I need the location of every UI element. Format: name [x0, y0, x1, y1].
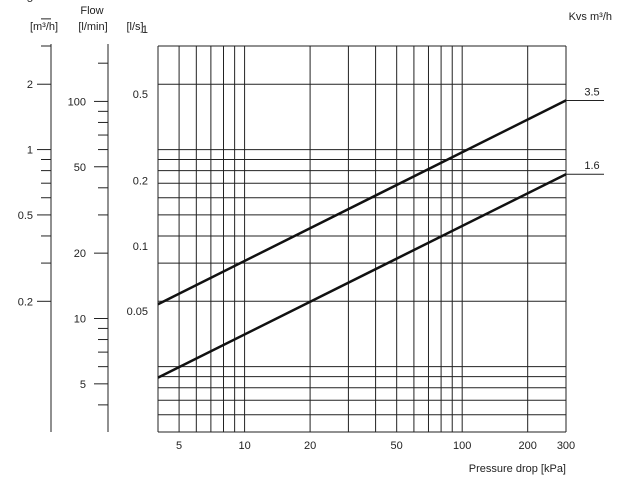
x-tick-label: 20 [304, 440, 316, 452]
x-tick-label: 10 [238, 440, 250, 452]
flow-heading: Flow [80, 5, 103, 17]
axis-tick-label: 0.05 [127, 306, 148, 318]
x-tick-label: 50 [391, 440, 403, 452]
flow-axis: [m³/h]0.20.512510 [18, 0, 58, 432]
axis-tick-label: 0.1 [133, 241, 148, 253]
x-tick-label: 100 [453, 440, 471, 452]
axis-tick-label: 0.2 [133, 176, 148, 188]
kvs-value-label: 1.6 [584, 160, 599, 172]
x-tick-label: 300 [557, 440, 575, 452]
x-tick-label: 5 [176, 440, 182, 452]
axis-unit-label: [m³/h] [30, 21, 58, 33]
axis-tick-label: 0.2 [18, 296, 33, 308]
kvs-value-label: 3.5 [584, 86, 599, 98]
axis-tick-label: 5 [27, 0, 33, 5]
kvs-heading: Kvs m³/h [569, 11, 612, 23]
axis-tick-label: 2 [27, 79, 33, 91]
kvs-line [157, 173, 567, 379]
flow-axis: [l/s]0.050.10.20.512 [126, 21, 148, 318]
axis-tick-label: 20 [74, 248, 86, 260]
flow-axis: [l/min] 5 10 20 50 100 [68, 21, 109, 432]
grid: 5 10 20 50 100 200 300 [157, 45, 575, 452]
axis-tick-label: 0.5 [133, 89, 148, 101]
flow-axes: [m³/h] 0.2 0.5 1 2 5 10[l/min] 5 10 20 50 100 [l/s] 0… [18, 0, 148, 432]
axis-unit-label: [l/s] [126, 21, 143, 33]
axis-tick-label: 0.5 [18, 210, 33, 222]
x-tick-label: 200 [519, 440, 537, 452]
kvs-series: 3.5 1.6 [157, 86, 604, 379]
axis-tick-label: 1 [27, 145, 33, 157]
axis-tick-label: 100 [68, 96, 86, 108]
axis-tick-label: 1 [142, 24, 148, 36]
axis-tick-label: 50 [74, 162, 86, 174]
x-axis-title: Pressure drop [kPa] [469, 463, 566, 475]
chart-labels: Flow Kvs m³/h Pressure drop [kPa] [80, 5, 612, 475]
axis-unit-label: [l/min] [78, 21, 107, 33]
axis-tick-label: 10 [74, 313, 86, 325]
kvs-line [157, 99, 567, 306]
axis-tick-label: 5 [80, 379, 86, 391]
